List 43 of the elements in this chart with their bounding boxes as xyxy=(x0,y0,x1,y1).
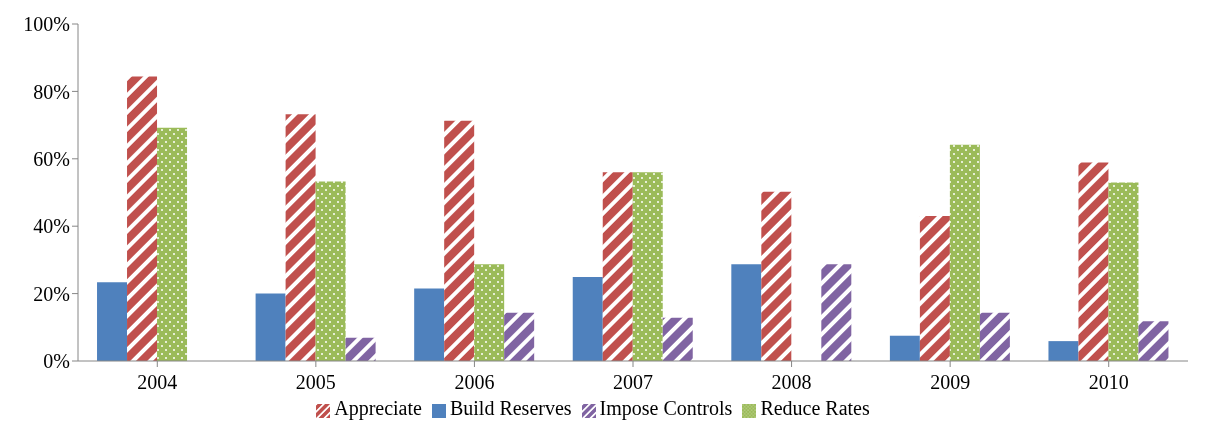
legend-label: Reduce Rates xyxy=(760,397,870,419)
bar xyxy=(1138,321,1169,361)
y-tick-label: 80% xyxy=(33,80,70,103)
bar xyxy=(889,335,920,361)
x-tick-label: 2009 xyxy=(930,371,971,394)
legend-label: Impose Controls xyxy=(599,397,733,419)
bar xyxy=(731,264,762,361)
bar xyxy=(345,337,376,361)
bar xyxy=(1048,341,1079,361)
bar xyxy=(504,312,535,361)
x-tick-label: 2008 xyxy=(771,371,812,394)
x-tick-label: 2004 xyxy=(137,371,178,394)
bar xyxy=(157,127,188,361)
bar xyxy=(632,172,663,361)
bar xyxy=(444,120,475,361)
x-tick-label: 2007 xyxy=(613,371,653,394)
y-tick-label: 100% xyxy=(23,13,70,36)
bar xyxy=(949,144,980,361)
bar xyxy=(602,172,633,361)
bar xyxy=(761,191,792,361)
y-tick-label: 20% xyxy=(33,282,70,305)
bar xyxy=(127,76,158,361)
bar xyxy=(97,282,128,361)
bar xyxy=(255,293,286,361)
y-tick-label: 0% xyxy=(43,350,70,373)
bar xyxy=(474,264,505,361)
bar xyxy=(979,312,1010,361)
bar xyxy=(1078,162,1109,361)
y-tick-label: 40% xyxy=(33,215,70,238)
bar xyxy=(285,114,316,361)
y-tick-label: 60% xyxy=(33,147,70,170)
legend-label: Appreciate xyxy=(334,397,422,419)
bar xyxy=(1108,182,1139,361)
bar xyxy=(919,216,950,361)
x-tick-label: 2010 xyxy=(1088,371,1129,394)
x-tick-label: 2005 xyxy=(295,371,336,394)
bar xyxy=(414,288,445,361)
legend-label: Build Reserves xyxy=(449,397,572,419)
bar xyxy=(662,317,693,361)
bar xyxy=(572,277,603,361)
bar xyxy=(315,181,346,361)
x-tick-label: 2006 xyxy=(454,371,495,394)
bar xyxy=(821,264,852,361)
